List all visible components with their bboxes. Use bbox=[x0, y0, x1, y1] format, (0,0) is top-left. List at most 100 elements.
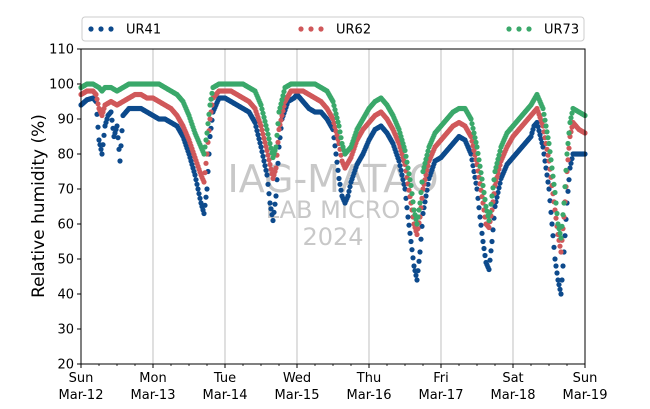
data-point bbox=[333, 151, 339, 157]
data-point bbox=[281, 88, 287, 95]
data-point bbox=[331, 120, 337, 126]
data-point bbox=[99, 151, 105, 157]
data-point bbox=[478, 222, 484, 228]
data-point bbox=[420, 210, 426, 217]
legend-marker-dot bbox=[506, 26, 512, 32]
data-point bbox=[488, 201, 494, 207]
data-point bbox=[255, 132, 261, 138]
data-point bbox=[553, 200, 559, 206]
data-point bbox=[537, 132, 543, 138]
x-tick-date-label: Mar-14 bbox=[203, 388, 248, 403]
data-point bbox=[279, 112, 285, 119]
data-point bbox=[400, 177, 406, 183]
data-point bbox=[263, 122, 269, 129]
legend-label-ur62: UR62 bbox=[336, 23, 371, 38]
data-point bbox=[475, 195, 481, 201]
data-point bbox=[564, 151, 570, 157]
data-point bbox=[336, 175, 342, 182]
x-tick-day-label: Fri bbox=[433, 371, 449, 386]
data-point bbox=[474, 144, 480, 150]
y-axis-title: Relative humidity (%) bbox=[29, 114, 49, 298]
data-point bbox=[477, 163, 483, 169]
data-point bbox=[414, 277, 420, 283]
data-point bbox=[416, 207, 422, 213]
data-point bbox=[109, 117, 115, 123]
data-point bbox=[566, 145, 572, 151]
data-point bbox=[419, 179, 425, 185]
data-point bbox=[96, 137, 102, 143]
data-point bbox=[554, 210, 560, 217]
data-point bbox=[549, 221, 555, 227]
x-tick-date-label: Mar-17 bbox=[419, 388, 464, 403]
data-point bbox=[262, 163, 268, 169]
data-point bbox=[477, 214, 483, 220]
data-point bbox=[420, 168, 426, 175]
data-point bbox=[562, 184, 568, 190]
data-point bbox=[471, 130, 477, 136]
data-point bbox=[261, 158, 267, 164]
data-point bbox=[256, 136, 262, 142]
data-point bbox=[274, 177, 280, 183]
data-point bbox=[335, 167, 341, 173]
x-tick-day-label: Tue bbox=[213, 371, 236, 386]
data-point bbox=[404, 159, 410, 165]
data-point bbox=[554, 270, 560, 276]
data-point bbox=[414, 231, 420, 238]
y-tick-label: 90 bbox=[57, 113, 74, 128]
data-point bbox=[100, 142, 106, 148]
data-point bbox=[194, 181, 200, 187]
data-point bbox=[202, 144, 208, 150]
data-point bbox=[480, 238, 486, 245]
data-point bbox=[547, 149, 553, 155]
data-point bbox=[555, 277, 561, 283]
data-point bbox=[479, 230, 485, 236]
x-tick-day-label: Sun bbox=[573, 371, 598, 386]
data-point bbox=[259, 127, 265, 133]
data-point bbox=[553, 263, 559, 269]
x-tick-day-label: Mon bbox=[139, 371, 166, 386]
data-point bbox=[470, 143, 476, 149]
data-point bbox=[205, 121, 211, 127]
data-point bbox=[267, 200, 273, 206]
data-point bbox=[482, 252, 488, 259]
data-point bbox=[560, 212, 566, 218]
data-point bbox=[397, 163, 403, 169]
data-point bbox=[405, 165, 411, 171]
data-point bbox=[557, 230, 563, 236]
x-tick-day-label: Thu bbox=[356, 371, 381, 386]
data-point bbox=[558, 249, 564, 255]
data-point bbox=[274, 132, 280, 138]
data-point bbox=[411, 263, 417, 269]
legend-marker-dot bbox=[88, 26, 94, 32]
data-point bbox=[558, 291, 564, 297]
data-point bbox=[253, 123, 259, 130]
data-point bbox=[495, 189, 501, 196]
data-point bbox=[473, 139, 479, 145]
data-point bbox=[405, 214, 411, 220]
data-point bbox=[552, 189, 558, 196]
data-point bbox=[267, 161, 273, 168]
data-point bbox=[568, 160, 574, 166]
data-point bbox=[396, 158, 402, 164]
data-point bbox=[201, 210, 207, 217]
data-point bbox=[272, 201, 278, 207]
data-point bbox=[566, 177, 572, 183]
data-point bbox=[406, 222, 412, 228]
watermark-line-2: LAB MICRO bbox=[266, 196, 401, 224]
data-point bbox=[557, 243, 563, 249]
data-point bbox=[254, 128, 260, 134]
data-point bbox=[330, 98, 336, 105]
data-point bbox=[403, 195, 409, 201]
legend-marker-ur41 bbox=[88, 26, 114, 32]
data-point bbox=[280, 93, 286, 99]
data-point bbox=[478, 170, 484, 176]
data-point bbox=[197, 195, 203, 201]
data-point bbox=[542, 117, 548, 123]
y-tick-label: 50 bbox=[57, 253, 74, 268]
data-point bbox=[267, 140, 273, 147]
data-point bbox=[566, 130, 572, 136]
data-point bbox=[419, 223, 425, 229]
x-tick-date-label: Mar-18 bbox=[491, 388, 536, 403]
data-point bbox=[422, 199, 428, 205]
